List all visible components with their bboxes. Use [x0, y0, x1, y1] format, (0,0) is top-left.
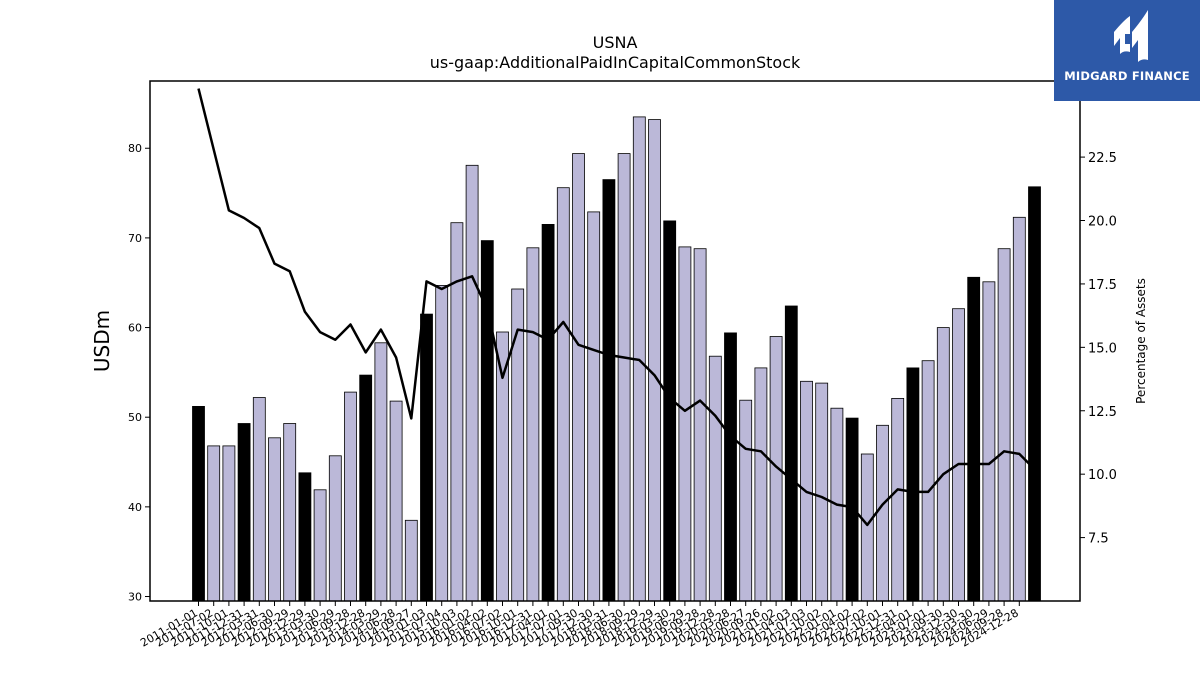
- bar: [602, 179, 616, 602]
- bar: [663, 220, 677, 602]
- x-axis-ticks: 2011-01-012011-07-022011-10-012011-12-31…: [138, 601, 1021, 650]
- bar: [724, 332, 737, 602]
- y2-axis-ticks: 7.510.012.515.017.520.022.525.0: [1080, 88, 1117, 547]
- brand-logo-icon: [1114, 10, 1148, 62]
- bar: [952, 308, 965, 602]
- bar: [541, 223, 555, 602]
- brand-logo: MIDGARD FINANCE: [1054, 0, 1200, 101]
- y2-tick-label: 12.5: [1088, 405, 1117, 420]
- plot-frame: [149, 80, 1081, 602]
- bar: [237, 423, 251, 602]
- bar: [617, 153, 631, 602]
- bar: [784, 305, 798, 602]
- bar: [860, 453, 874, 602]
- bar: [845, 417, 859, 602]
- y-tick-label: 50: [128, 411, 142, 424]
- y-tick-label: 70: [128, 232, 142, 245]
- line-series: [197, 88, 1036, 527]
- bar: [511, 288, 525, 602]
- bar: [268, 437, 281, 602]
- y-axis-label: USDm: [90, 310, 114, 372]
- bar: [222, 445, 236, 602]
- bar: [678, 246, 692, 602]
- y2-tick-label: 20.0: [1088, 215, 1117, 230]
- bar: [313, 489, 327, 602]
- bar: [404, 519, 418, 602]
- bar: [283, 423, 297, 602]
- bar: [648, 119, 661, 602]
- bar: [891, 397, 905, 602]
- bar: [1028, 186, 1041, 602]
- bar: [480, 240, 494, 602]
- bar: [587, 211, 601, 602]
- bar: [556, 187, 570, 602]
- chart-subtitle: us-gaap:AdditionalPaidInCapitalCommonSto…: [430, 53, 801, 72]
- y2-axis-label: Percentage of Assets: [1134, 278, 1148, 404]
- bar: [298, 472, 312, 602]
- y-tick-label: 30: [128, 591, 142, 604]
- bar: [982, 281, 996, 602]
- bar: [936, 327, 950, 602]
- bar: [815, 382, 829, 602]
- y2-tick-label: 15.0: [1088, 341, 1117, 356]
- y2-tick-label: 22.5: [1088, 151, 1117, 166]
- y-tick-label: 80: [128, 142, 142, 155]
- bar-series: [192, 116, 1041, 602]
- y-tick-label: 40: [128, 501, 142, 514]
- bar: [526, 247, 540, 602]
- y2-tick-label: 17.5: [1088, 278, 1117, 293]
- bar: [693, 248, 707, 602]
- bar: [374, 342, 388, 602]
- bar: [328, 455, 342, 602]
- y-axis-ticks: 30 40 50 60 70 80: [128, 142, 150, 604]
- bar: [207, 445, 221, 602]
- bar: [252, 397, 266, 602]
- y-tick-label: 60: [128, 322, 142, 335]
- bar: [906, 367, 920, 602]
- y2-tick-label: 7.5: [1088, 532, 1109, 547]
- bar: [420, 313, 433, 602]
- bar: [572, 153, 585, 602]
- chart-title: USNA: [593, 33, 638, 52]
- bar: [465, 164, 479, 602]
- bar: [359, 374, 373, 602]
- bar: [739, 399, 753, 602]
- brand-name: MIDGARD FINANCE: [1064, 69, 1190, 83]
- bar: [708, 355, 722, 602]
- y2-tick-label: 10.0: [1088, 468, 1117, 483]
- bar: [997, 248, 1011, 602]
- bar: [921, 360, 935, 602]
- bar: [192, 405, 205, 602]
- bar: [344, 391, 357, 602]
- bar: [967, 276, 981, 602]
- bar: [754, 367, 768, 602]
- bar: [1012, 216, 1026, 602]
- percentage-line: [197, 88, 1036, 527]
- bar: [435, 284, 449, 602]
- bar: [876, 424, 889, 602]
- bar: [389, 400, 403, 602]
